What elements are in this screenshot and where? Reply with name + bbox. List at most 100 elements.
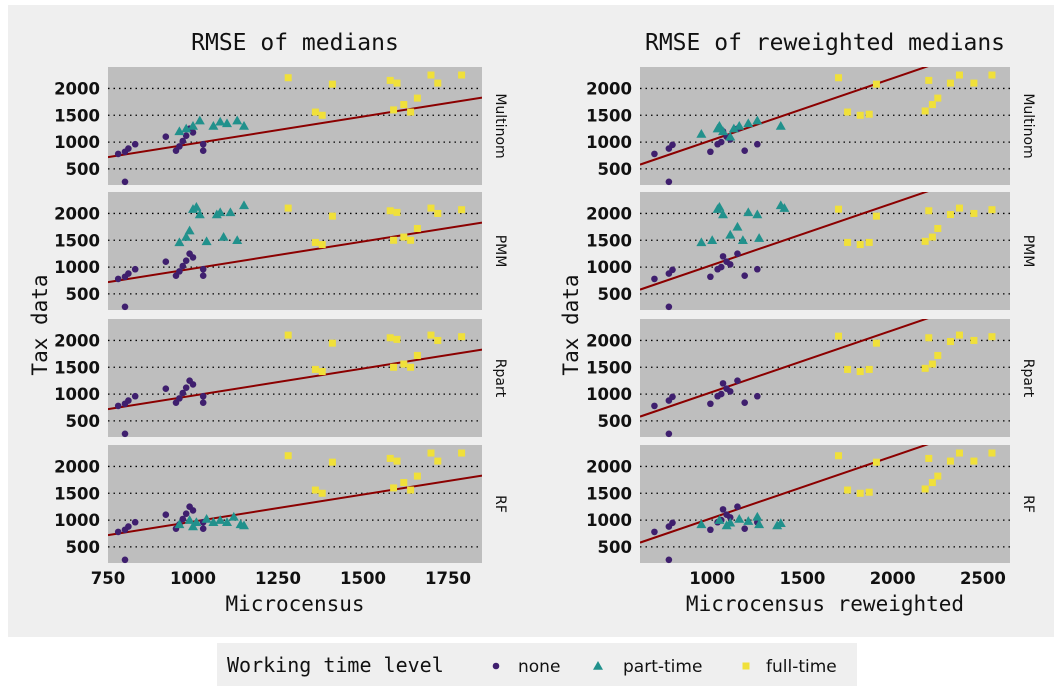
- y-tick-label: 1000: [54, 511, 100, 530]
- point-full-time: [988, 206, 996, 214]
- point-part-time: [215, 207, 226, 217]
- point-full-time: [413, 472, 421, 480]
- point-full-time: [921, 107, 929, 115]
- point-full-time: [427, 71, 435, 79]
- point-full-time: [934, 472, 942, 480]
- point-full-time: [856, 489, 864, 497]
- point-none: [121, 303, 129, 311]
- point-none: [121, 178, 129, 186]
- point-full-time: [386, 207, 394, 215]
- point-part-time: [208, 121, 219, 130]
- trend-line: [640, 67, 929, 166]
- panel-background: [640, 445, 1010, 563]
- point-none: [707, 400, 714, 408]
- point-full-time: [872, 339, 880, 347]
- point-part-time: [743, 207, 754, 217]
- panel-background: [108, 67, 482, 185]
- point-none: [162, 385, 170, 393]
- y-tick-label: 500: [66, 538, 100, 557]
- point-part-time: [239, 520, 249, 530]
- point-full-time: [928, 479, 936, 487]
- point-full-time: [970, 79, 978, 87]
- point-part-time: [707, 235, 718, 245]
- point-part-time: [201, 514, 212, 523]
- chart-medians: RMSE of medians500100015002000Multinom50…: [28, 30, 508, 616]
- series-full-time: [284, 449, 466, 497]
- point-full-time: [427, 449, 435, 457]
- legend: Working time level none part-time full-time: [217, 643, 857, 686]
- point-full-time: [318, 241, 326, 249]
- point-part-time: [225, 207, 236, 217]
- point-full-time: [955, 331, 963, 339]
- series-none: [114, 125, 207, 186]
- trend-line: [108, 348, 482, 411]
- point-full-time: [386, 334, 394, 342]
- point-full-time: [413, 224, 421, 232]
- y-tick-label: 1500: [54, 231, 100, 250]
- point-full-time: [844, 238, 852, 246]
- point-full-time: [970, 209, 978, 217]
- y-tick-label: 1000: [54, 133, 100, 152]
- point-full-time: [407, 486, 415, 494]
- point-full-time: [856, 368, 864, 376]
- legend-marker-part-time: [593, 661, 603, 670]
- point-full-time: [386, 454, 394, 462]
- point-full-time: [390, 484, 398, 492]
- point-none: [199, 147, 207, 154]
- point-none: [719, 253, 727, 260]
- point-none: [669, 519, 676, 527]
- x-tick-label: 2500: [960, 569, 1006, 588]
- point-none: [121, 430, 129, 438]
- point-full-time: [318, 368, 326, 376]
- point-part-time: [232, 115, 243, 125]
- point-full-time: [970, 336, 978, 344]
- point-none: [131, 518, 139, 526]
- point-full-time: [458, 71, 466, 79]
- point-full-time: [988, 71, 996, 79]
- point-part-time: [181, 232, 192, 241]
- series-part-time: [696, 200, 790, 247]
- trend-line: [108, 96, 482, 159]
- point-none: [665, 430, 673, 438]
- point-full-time: [407, 363, 415, 371]
- panel-multinom: 500 1000 1500 2000 Multinom: [586, 67, 1036, 186]
- y-tick-label: 500: [598, 538, 632, 557]
- point-part-time: [725, 517, 736, 527]
- point-full-time: [925, 207, 933, 215]
- point-part-time: [174, 126, 185, 136]
- series-full-time: [835, 331, 996, 376]
- point-none: [717, 263, 725, 271]
- point-part-time: [725, 229, 736, 239]
- point-none: [741, 147, 748, 154]
- y-tick-label: 2000: [54, 79, 100, 98]
- point-none: [125, 523, 132, 530]
- point-part-time: [188, 121, 198, 130]
- series-none: [651, 250, 761, 311]
- point-part-time: [239, 200, 249, 210]
- y-axis-label: Tax data: [559, 274, 583, 375]
- facet-label: RF: [492, 495, 508, 513]
- point-full-time: [390, 363, 398, 371]
- y-tick-label: 1500: [586, 106, 632, 125]
- point-none: [726, 388, 734, 395]
- point-none: [707, 273, 714, 281]
- point-full-time: [434, 336, 442, 344]
- panel-background: [108, 319, 482, 437]
- series-none: [114, 250, 207, 311]
- point-none: [707, 526, 714, 534]
- x-tick-label: 1250: [255, 569, 301, 588]
- point-part-time: [737, 235, 748, 245]
- point-none: [125, 270, 132, 277]
- x-tick-label: 750: [91, 569, 125, 588]
- point-none: [199, 392, 207, 400]
- point-none: [182, 384, 190, 391]
- point-full-time: [413, 351, 421, 359]
- point-none: [125, 397, 132, 404]
- point-none: [734, 377, 741, 384]
- point-none: [179, 389, 187, 397]
- point-full-time: [856, 241, 864, 249]
- y-tick-label: 1500: [586, 484, 632, 503]
- point-full-time: [284, 331, 292, 339]
